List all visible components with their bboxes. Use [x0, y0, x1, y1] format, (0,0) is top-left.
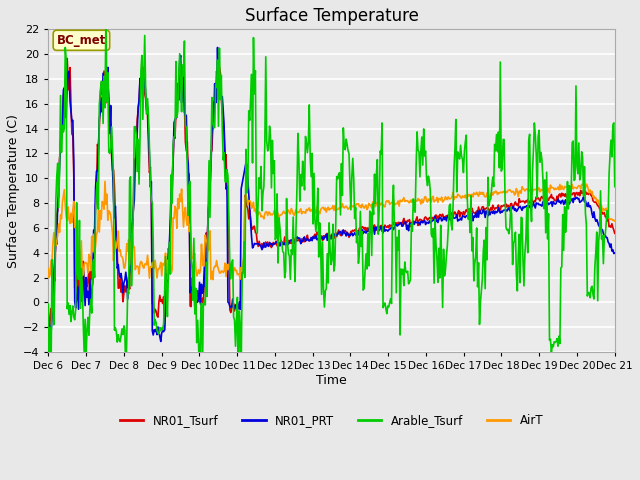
Y-axis label: Surface Temperature (C): Surface Temperature (C) — [7, 114, 20, 267]
Title: Surface Temperature: Surface Temperature — [244, 7, 419, 25]
Legend: NR01_Tsurf, NR01_PRT, Arable_Tsurf, AirT: NR01_Tsurf, NR01_PRT, Arable_Tsurf, AirT — [115, 409, 548, 432]
Text: BC_met: BC_met — [57, 34, 106, 47]
X-axis label: Time: Time — [316, 374, 347, 387]
